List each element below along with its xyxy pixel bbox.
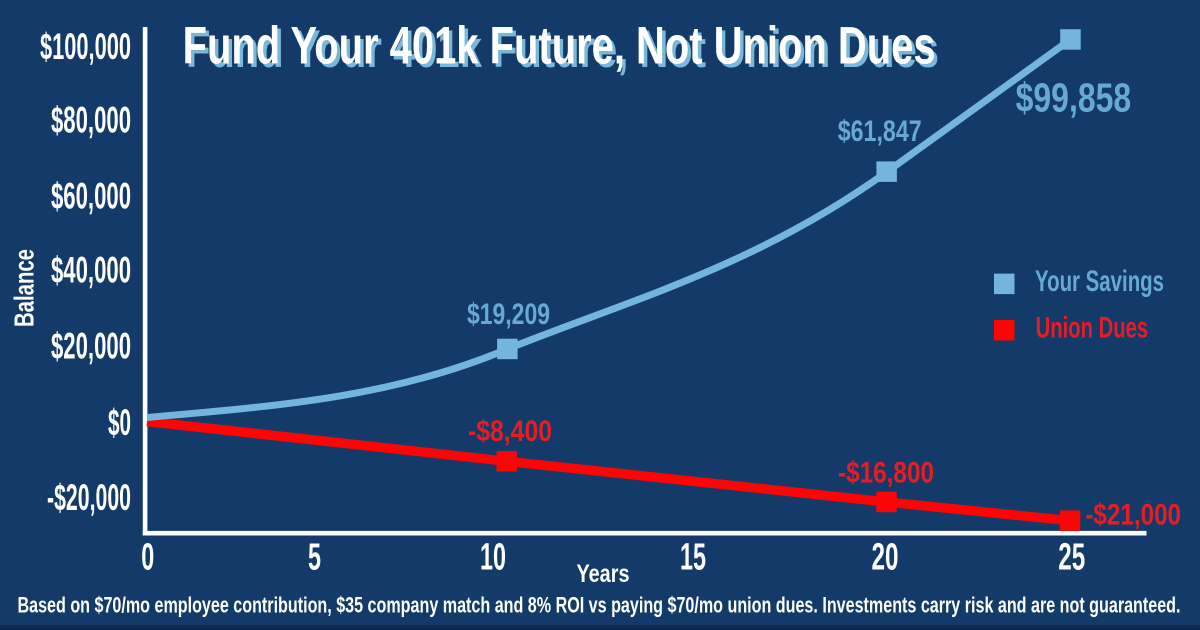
svg-text:Fund Your 401k Future, Not Uni: Fund Your 401k Future, Not Union Dues: [183, 16, 936, 75]
svg-text:Balance: Balance: [9, 249, 40, 327]
svg-text:-$20,000: -$20,000: [47, 477, 131, 518]
svg-text:Years: Years: [577, 560, 630, 588]
svg-text:$60,000: $60,000: [51, 175, 131, 216]
svg-text:$99,858: $99,858: [1016, 75, 1132, 121]
svg-text:25: 25: [1058, 537, 1085, 579]
svg-text:5: 5: [308, 537, 321, 579]
svg-text:20: 20: [872, 537, 899, 579]
svg-text:-$21,000: -$21,000: [1085, 499, 1181, 532]
svg-text:15: 15: [680, 537, 706, 579]
svg-text:$20,000: $20,000: [51, 325, 131, 366]
svg-text:$61,847: $61,847: [838, 115, 922, 148]
svg-text:$40,000: $40,000: [51, 249, 131, 290]
svg-text:Union Dues: Union Dues: [1036, 312, 1149, 345]
svg-text:Fund Your 401k Future, Not Uni: Fund Your 401k Future, Not Union Dues: [186, 20, 939, 79]
svg-text:$0: $0: [108, 402, 131, 443]
svg-text:10: 10: [480, 537, 506, 579]
svg-text:$80,000: $80,000: [51, 99, 131, 140]
svg-text:Your Savings: Your Savings: [1035, 265, 1164, 298]
svg-text:-$8,400: -$8,400: [468, 415, 552, 448]
svg-text:-$16,800: -$16,800: [838, 457, 934, 490]
svg-text:0: 0: [141, 537, 154, 579]
svg-text:Based on $70/mo employee contr: Based on $70/mo employee contribution, $…: [18, 593, 1181, 618]
svg-text:$19,209: $19,209: [467, 298, 550, 331]
svg-text:$100,000: $100,000: [40, 26, 131, 67]
